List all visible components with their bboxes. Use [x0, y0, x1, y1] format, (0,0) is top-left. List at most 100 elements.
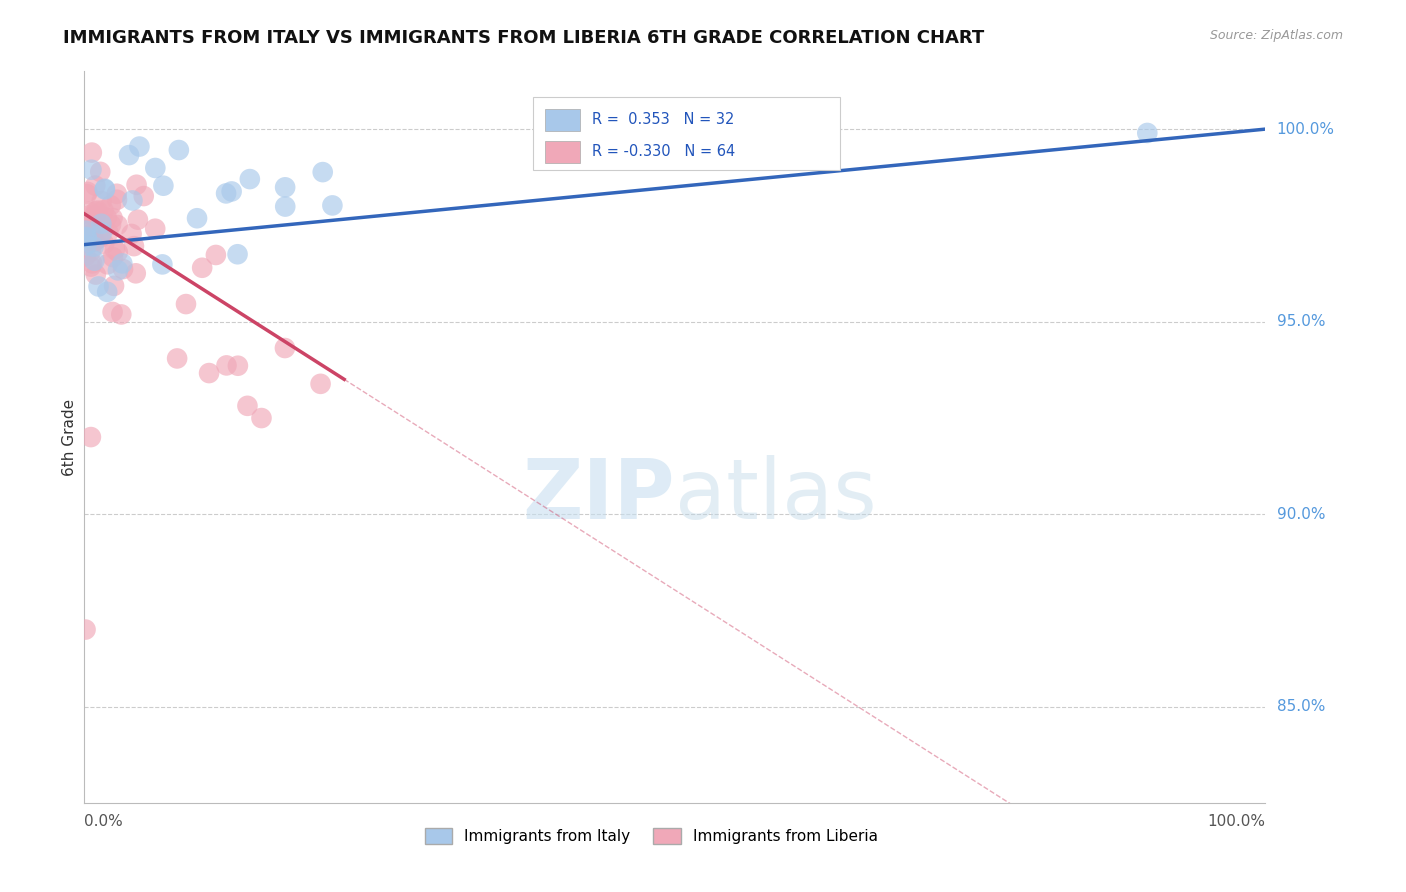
Point [110, 308, 132, 322]
Point [84, 204, 107, 219]
Point [94, 182, 117, 196]
Point [96, 211, 118, 225]
Point [125, 266, 148, 280]
Point [100, 218, 122, 232]
Point [84, 233, 107, 247]
Point [226, 247, 249, 261]
Point [80, 260, 103, 274]
Point [215, 186, 238, 201]
Point [80, 227, 103, 242]
Text: Source: ZipAtlas.com: Source: ZipAtlas.com [1209, 29, 1343, 42]
Point [191, 260, 214, 275]
Point [76, 234, 98, 248]
Point [121, 194, 143, 208]
Point [83, 210, 105, 224]
Point [143, 221, 166, 235]
Point [101, 250, 124, 264]
Text: 0.0%: 0.0% [84, 814, 124, 830]
Point [76, 185, 98, 199]
Point [75, 224, 97, 238]
Point [186, 211, 208, 226]
Y-axis label: 6th Grade: 6th Grade [62, 399, 77, 475]
Point [76, 236, 98, 251]
Point [198, 366, 221, 380]
Point [101, 305, 124, 319]
Point [90, 230, 112, 244]
Point [76, 230, 98, 244]
Text: 100.0%: 100.0% [1277, 121, 1334, 136]
Point [97, 226, 120, 240]
Point [105, 186, 128, 201]
Point [75, 238, 97, 252]
Point [174, 297, 197, 311]
Point [93, 237, 115, 252]
FancyBboxPatch shape [546, 109, 581, 130]
Point [77, 204, 100, 219]
Point [1136, 126, 1159, 140]
Point [274, 180, 297, 194]
Text: R = -0.330   N = 64: R = -0.330 N = 64 [592, 145, 735, 160]
Point [80, 145, 103, 160]
Point [76, 187, 98, 202]
Point [274, 341, 297, 355]
Point [83, 235, 105, 249]
Point [79, 208, 101, 222]
Point [118, 148, 141, 162]
Point [107, 263, 129, 277]
Point [80, 244, 103, 259]
Text: 85.0%: 85.0% [1277, 699, 1324, 714]
Point [76, 231, 98, 245]
Point [96, 285, 118, 299]
Point [94, 182, 117, 196]
Point [90, 217, 112, 231]
FancyBboxPatch shape [533, 97, 841, 170]
Point [111, 256, 134, 270]
Point [122, 239, 145, 253]
Point [84, 209, 107, 223]
Point [75, 228, 97, 243]
Point [143, 161, 166, 175]
Point [312, 165, 335, 179]
Point [236, 399, 259, 413]
FancyBboxPatch shape [546, 141, 581, 163]
Point [96, 257, 118, 271]
Point [309, 376, 332, 391]
Point [112, 262, 135, 277]
Point [80, 430, 103, 444]
Point [167, 143, 190, 157]
Point [84, 178, 107, 193]
Text: R =  0.353   N = 32: R = 0.353 N = 32 [592, 112, 734, 128]
Point [215, 359, 238, 373]
Point [103, 278, 125, 293]
Text: atlas: atlas [675, 455, 876, 536]
Point [91, 226, 114, 240]
Point [84, 268, 107, 282]
Point [93, 203, 115, 218]
Point [83, 253, 105, 268]
Point [274, 200, 297, 214]
Point [86, 203, 108, 218]
Point [121, 227, 143, 241]
Point [250, 411, 273, 425]
Text: 90.0%: 90.0% [1277, 507, 1324, 522]
Point [83, 239, 105, 253]
Point [128, 139, 150, 153]
Point [83, 219, 105, 233]
Point [127, 212, 149, 227]
Legend: Immigrants from Italy, Immigrants from Liberia: Immigrants from Italy, Immigrants from L… [419, 822, 884, 850]
Point [166, 351, 188, 366]
Point [90, 194, 112, 208]
Text: 100.0%: 100.0% [1208, 814, 1265, 830]
Point [89, 165, 111, 179]
Text: IMMIGRANTS FROM ITALY VS IMMIGRANTS FROM LIBERIA 6TH GRADE CORRELATION CHART: IMMIGRANTS FROM ITALY VS IMMIGRANTS FROM… [63, 29, 984, 46]
Point [80, 212, 103, 227]
Point [75, 623, 97, 637]
Point [87, 279, 110, 293]
Point [321, 198, 343, 212]
Point [107, 245, 129, 260]
Point [107, 218, 129, 232]
Point [80, 162, 103, 177]
Point [152, 178, 174, 193]
Point [82, 256, 104, 270]
Point [132, 189, 155, 203]
